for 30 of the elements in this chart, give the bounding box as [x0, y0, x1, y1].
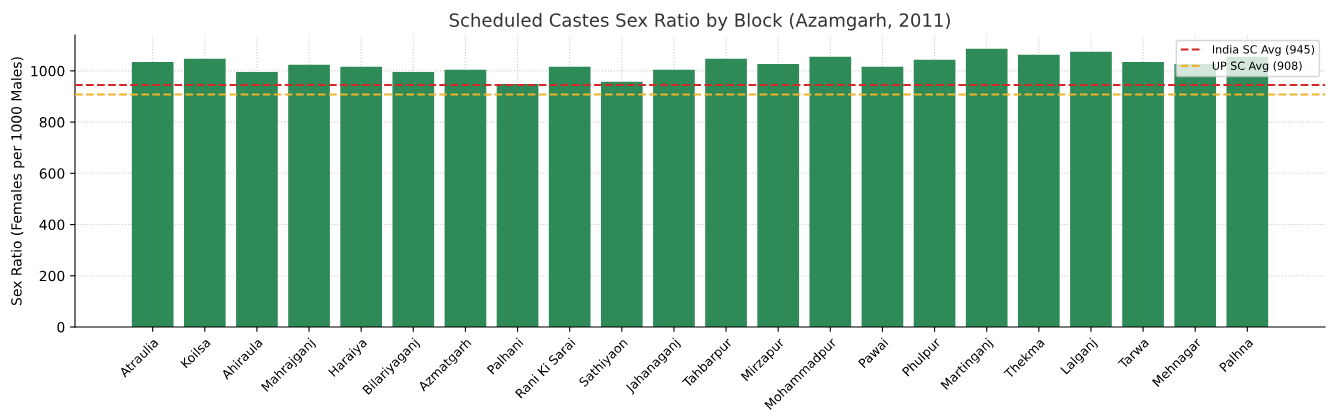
y-tick-label: 200	[39, 270, 65, 282]
bar	[757, 63, 800, 327]
bar	[1122, 61, 1164, 327]
y-tick-label: 800	[39, 117, 65, 128]
bar	[496, 83, 539, 327]
bar	[600, 81, 643, 327]
y-tick-label: 600	[39, 168, 65, 179]
bar	[653, 69, 695, 327]
bar	[236, 71, 278, 327]
y-tick-label: 400	[39, 219, 65, 231]
legend-label: UP SC Avg (908)	[1212, 61, 1302, 73]
y-tick-label: 0	[57, 321, 65, 333]
bar	[131, 61, 174, 327]
bar	[183, 58, 226, 327]
bar	[444, 69, 487, 327]
chart-title: Scheduled Castes Sex Ratio by Block (Azamgarh, 2011)	[449, 12, 950, 31]
bar	[861, 66, 904, 327]
bar	[705, 58, 747, 327]
bar	[965, 48, 1008, 327]
bar	[809, 56, 852, 327]
y-axis-title: Sex Ratio (Females per 1000 Males)	[10, 57, 25, 306]
bar	[340, 66, 383, 327]
bar	[913, 59, 956, 327]
bar	[548, 66, 591, 327]
legend-label: India SC Avg (945)	[1212, 45, 1315, 56]
y-tick-label: 1000	[31, 65, 65, 77]
bar	[392, 71, 435, 327]
bar	[1070, 51, 1112, 327]
bar	[1017, 54, 1060, 327]
bar	[288, 64, 330, 327]
